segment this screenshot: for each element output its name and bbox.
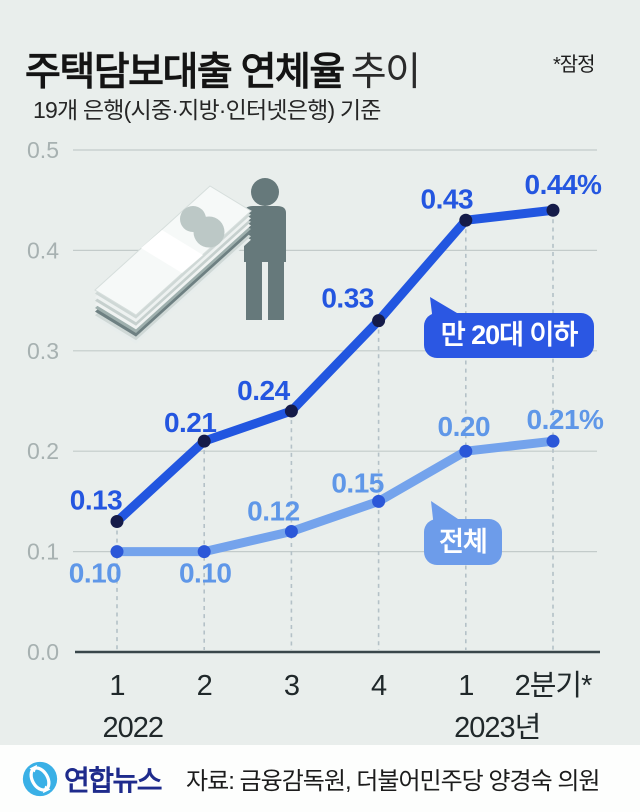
person-icon — [244, 178, 286, 320]
data-point-total — [284, 525, 298, 539]
y-tick-label: 0.2 — [27, 438, 59, 464]
value-label-total: 0.10 — [69, 558, 122, 589]
money-and-person-illustration — [94, 178, 286, 344]
callout-label: 만 20대 이하 — [441, 320, 579, 350]
data-point-under20s — [372, 314, 386, 328]
chart-basis-note: 19개 은행(시중·지방·인터넷은행) 기준 — [33, 97, 381, 123]
y-tick-label: 0.0 — [27, 639, 59, 665]
x-year-label: 2022 — [102, 712, 163, 744]
value-label-total: 0.21% — [527, 404, 604, 435]
title-main: 주택담보대출 연체율 — [25, 51, 345, 95]
value-label-under20s: 0.44% — [525, 169, 602, 200]
data-point-total — [546, 434, 560, 448]
value-label-under20s: 0.21 — [164, 407, 217, 438]
value-label-total: 0.15 — [331, 467, 384, 498]
data-point-under20s — [546, 203, 560, 217]
series-callout-total: 전체 — [424, 501, 502, 565]
value-label-under20s: 0.43 — [421, 183, 474, 214]
money-stack-icon — [94, 185, 252, 344]
y-tick-label: 0.3 — [27, 338, 59, 364]
x-year-label: 2023년 — [454, 712, 540, 744]
series-line-total — [112, 436, 558, 557]
provisional-note: *잠정 — [553, 54, 596, 76]
x-tick-label: 1 — [109, 670, 124, 702]
data-point-total — [372, 494, 386, 508]
y-tick-label: 0.4 — [27, 237, 59, 263]
yonhap-logo-text: 연합뉴스 — [64, 764, 163, 796]
data-point-total — [459, 444, 473, 458]
data-point-under20s — [284, 404, 298, 418]
value-label-under20s: 0.33 — [321, 283, 374, 314]
data-point-under20s — [197, 434, 211, 448]
y-tick-label: 0.5 — [27, 137, 59, 163]
delinquency-line-chart: 0.5 0.4 0.3 0.2 0.1 0.0 0.10 0.10 0.12 0.15 0.20 0.… — [27, 137, 605, 744]
y-tick-label: 0.1 — [27, 539, 59, 565]
series-line-under20s — [112, 205, 558, 526]
data-point-total — [110, 545, 124, 559]
page-title: 주택담보대출 연체율 추이 — [25, 50, 545, 96]
x-tick-label: 4 — [371, 670, 387, 702]
series-callout-under20s: 만 20대 이하 — [424, 297, 594, 358]
value-label-under20s: 0.13 — [70, 484, 123, 515]
value-label-total: 0.12 — [247, 496, 300, 527]
data-point-under20s — [110, 514, 124, 528]
value-label-total: 0.20 — [438, 411, 491, 442]
x-tick-label: 3 — [284, 670, 299, 702]
x-tick-label: 2분기* — [515, 670, 592, 702]
source-attribution: 자료: 금융감독원, 더불어민주당 양경숙 의원 — [186, 768, 600, 795]
yonhap-logo-icon — [22, 761, 58, 796]
value-label-total: 0.10 — [179, 558, 232, 589]
x-tick-label: 2 — [197, 670, 212, 702]
title-sub: 추이 — [350, 51, 421, 95]
callout-label: 전체 — [439, 527, 487, 557]
data-point-total — [197, 545, 211, 559]
x-tick-label: 1 — [458, 670, 473, 702]
footer-bar: 연합뉴스 자료: 금융감독원, 더불어민주당 양경숙 의원 — [0, 745, 640, 812]
callout-bubble — [424, 519, 502, 565]
data-point-under20s — [459, 213, 473, 227]
value-label-under20s: 0.24 — [237, 375, 290, 406]
callout-bubble — [424, 313, 594, 358]
